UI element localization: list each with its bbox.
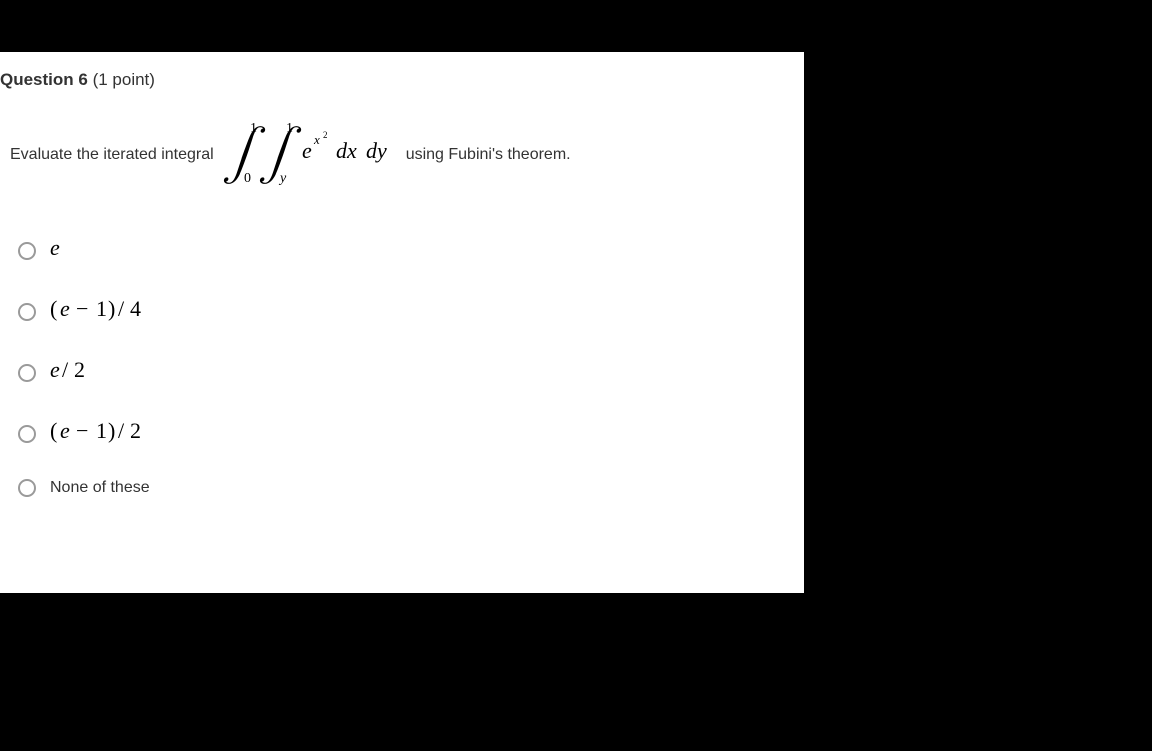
svg-text:): ): [108, 418, 115, 443]
question-card: Question 6 (1 point) Evaluate the iterat…: [0, 52, 804, 593]
svg-text:4: 4: [130, 296, 141, 321]
svg-text:1: 1: [96, 418, 107, 443]
question-prompt: Evaluate the iterated integral ∫ 1 0 ∫ 1…: [10, 116, 804, 193]
svg-text:): ): [108, 296, 115, 321]
svg-text:1: 1: [250, 121, 257, 136]
option-4-label: ( e − 1 ) / 2: [50, 418, 170, 449]
svg-text:e: e: [60, 296, 70, 321]
svg-text:2: 2: [323, 130, 328, 140]
prompt-lead-text: Evaluate the iterated integral: [10, 146, 214, 164]
option-5[interactable]: None of these: [18, 479, 804, 497]
svg-text:−: −: [76, 296, 88, 321]
option-3-label: e / 2: [50, 357, 100, 388]
option-4[interactable]: ( e − 1 ) / 2: [18, 418, 804, 449]
svg-text:y: y: [278, 171, 287, 186]
question-header: Question 6 (1 point): [0, 70, 804, 90]
option-3[interactable]: e / 2: [18, 357, 804, 388]
svg-text:(: (: [50, 296, 57, 321]
svg-text:−: −: [76, 418, 88, 443]
radio-icon: [18, 479, 36, 497]
svg-text:(: (: [50, 418, 57, 443]
svg-text:/: /: [118, 296, 125, 321]
svg-text:/: /: [118, 418, 125, 443]
radio-icon: [18, 425, 36, 443]
svg-text:e: e: [50, 235, 60, 260]
svg-text:e: e: [302, 138, 312, 163]
option-2-label: ( e − 1 ) / 4: [50, 296, 170, 327]
integral-expression: ∫ 1 0 ∫ 1 y e x 2 dx dy: [220, 116, 400, 193]
svg-text:1: 1: [286, 121, 293, 136]
radio-icon: [18, 364, 36, 382]
svg-text:2: 2: [130, 418, 141, 443]
radio-icon: [18, 242, 36, 260]
option-1[interactable]: e: [18, 235, 804, 266]
svg-text:dx: dx: [336, 138, 357, 163]
svg-text:e: e: [60, 418, 70, 443]
question-points: (1 point): [88, 70, 155, 89]
question-number: Question 6: [0, 70, 88, 89]
options-group: e ( e − 1 ) / 4 e /: [0, 235, 804, 497]
radio-icon: [18, 303, 36, 321]
svg-text:dy: dy: [366, 138, 387, 163]
svg-text:x: x: [313, 132, 320, 147]
prompt-trail-text: using Fubini's theorem.: [406, 146, 571, 164]
option-2[interactable]: ( e − 1 ) / 4: [18, 296, 804, 327]
option-1-label: e: [50, 235, 70, 266]
option-5-label: None of these: [50, 479, 150, 497]
svg-text:0: 0: [244, 171, 251, 186]
svg-text:2: 2: [74, 357, 85, 382]
svg-text:/: /: [62, 357, 69, 382]
svg-text:e: e: [50, 357, 60, 382]
svg-text:1: 1: [96, 296, 107, 321]
